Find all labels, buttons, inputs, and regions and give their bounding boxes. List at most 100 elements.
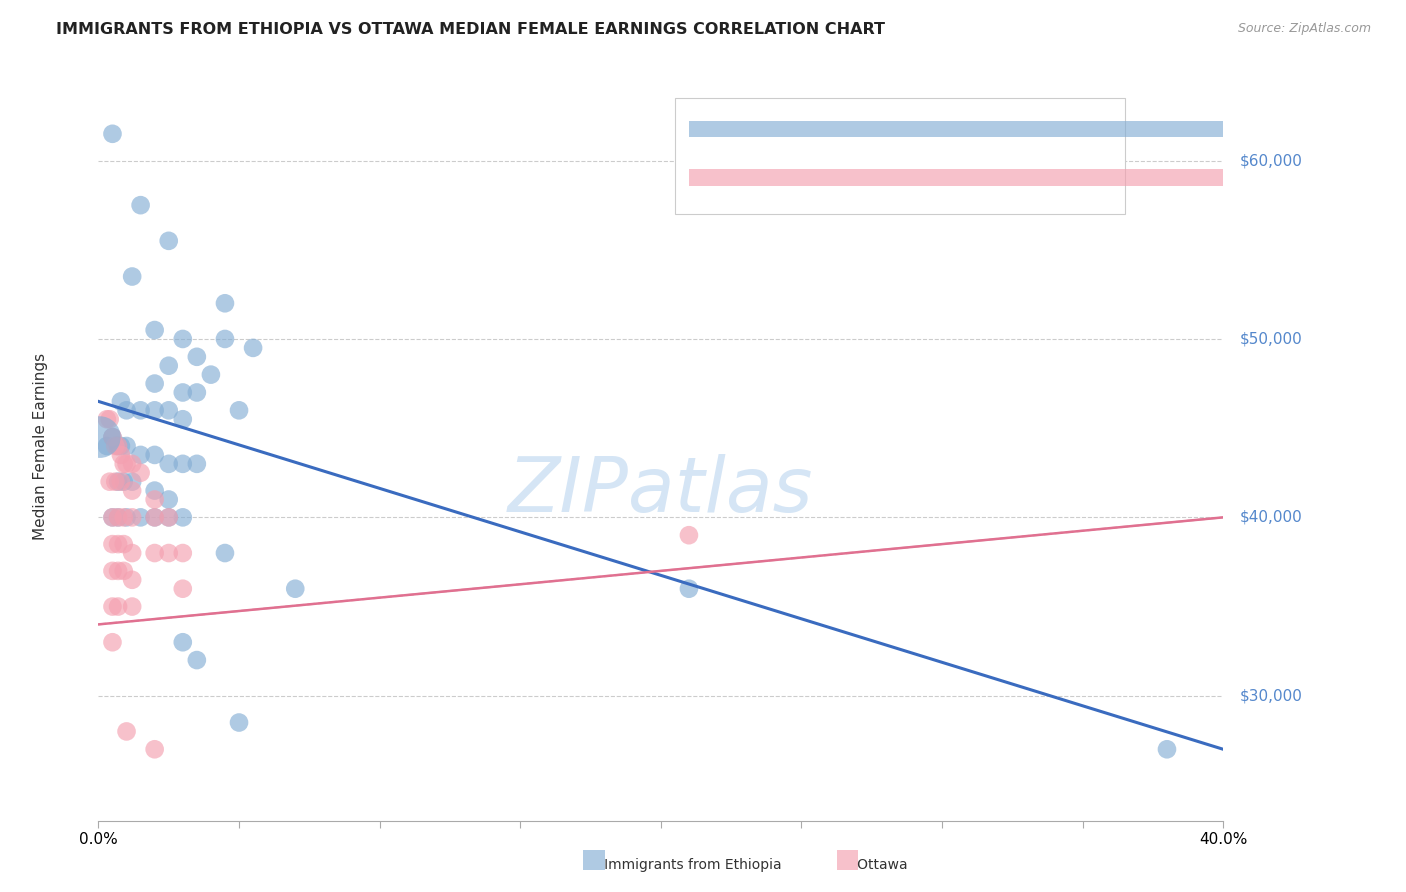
Text: Source: ZipAtlas.com: Source: ZipAtlas.com	[1237, 22, 1371, 36]
Point	[157, 403, 180, 417]
Point	[143, 483, 166, 498]
Point	[121, 510, 143, 524]
Point	[157, 234, 180, 248]
Point	[107, 564, 129, 578]
Point	[186, 653, 208, 667]
Point	[186, 350, 208, 364]
Point	[96, 412, 118, 426]
Point	[678, 582, 700, 596]
Point	[143, 376, 166, 391]
Point	[121, 546, 143, 560]
Point	[115, 439, 138, 453]
Point	[186, 457, 208, 471]
Point	[121, 483, 143, 498]
Point	[129, 198, 152, 212]
Bar	[837, 850, 858, 870]
Point	[101, 510, 124, 524]
Point	[121, 573, 143, 587]
Point	[143, 403, 166, 417]
Point	[107, 510, 129, 524]
Bar	[583, 850, 605, 870]
Point	[157, 457, 180, 471]
Point	[200, 368, 222, 382]
Point	[101, 510, 124, 524]
Point	[112, 510, 135, 524]
Point	[214, 296, 236, 310]
Point	[107, 439, 129, 453]
Point	[143, 546, 166, 560]
Text: IMMIGRANTS FROM ETHIOPIA VS OTTAWA MEDIAN FEMALE EARNINGS CORRELATION CHART: IMMIGRANTS FROM ETHIOPIA VS OTTAWA MEDIA…	[56, 22, 886, 37]
Point	[115, 457, 138, 471]
Text: Median Female Earnings: Median Female Earnings	[32, 352, 48, 540]
Point	[101, 537, 124, 551]
Text: ZIPatlas: ZIPatlas	[508, 454, 814, 527]
Point	[143, 510, 166, 524]
Text: Immigrants from Ethiopia: Immigrants from Ethiopia	[591, 858, 782, 872]
Point	[107, 537, 129, 551]
Point	[107, 599, 129, 614]
Point	[143, 510, 166, 524]
Point	[112, 564, 135, 578]
FancyBboxPatch shape	[689, 121, 1406, 137]
Point	[96, 439, 118, 453]
Point	[157, 359, 180, 373]
Point	[242, 341, 264, 355]
FancyBboxPatch shape	[689, 169, 1406, 186]
Point	[186, 385, 208, 400]
Point	[115, 724, 138, 739]
Point	[129, 403, 152, 417]
Point	[172, 546, 194, 560]
Point	[121, 457, 143, 471]
Point	[143, 448, 166, 462]
Point	[101, 430, 124, 444]
Text: Ottawa: Ottawa	[844, 858, 907, 872]
Text: $40,000: $40,000	[1240, 510, 1303, 524]
Point	[172, 582, 194, 596]
Point	[107, 475, 129, 489]
Point	[129, 510, 152, 524]
Point	[112, 537, 135, 551]
Point	[110, 448, 132, 462]
Point	[101, 127, 124, 141]
Point	[228, 403, 250, 417]
Point	[228, 715, 250, 730]
Text: $30,000: $30,000	[1240, 689, 1303, 703]
Point	[143, 742, 166, 756]
Point	[172, 332, 194, 346]
Point	[129, 466, 152, 480]
Point	[115, 403, 138, 417]
Point	[172, 412, 194, 426]
Point	[101, 564, 124, 578]
Point	[157, 492, 180, 507]
Point	[172, 510, 194, 524]
Point	[172, 385, 194, 400]
FancyBboxPatch shape	[675, 98, 1125, 214]
Point	[284, 582, 307, 596]
Text: $60,000: $60,000	[1240, 153, 1303, 168]
Point	[678, 528, 700, 542]
Point	[98, 475, 121, 489]
Point	[143, 492, 166, 507]
Point	[89, 430, 111, 444]
Point	[121, 475, 143, 489]
Point	[107, 439, 129, 453]
Point	[110, 394, 132, 409]
Point	[157, 546, 180, 560]
Point	[172, 635, 194, 649]
Point	[157, 510, 180, 524]
Point	[104, 475, 127, 489]
Point	[107, 510, 129, 524]
Point	[129, 448, 152, 462]
Point	[172, 457, 194, 471]
Point	[112, 475, 135, 489]
Point	[110, 475, 132, 489]
Point	[98, 412, 121, 426]
Point	[121, 269, 143, 284]
Text: $50,000: $50,000	[1240, 332, 1303, 346]
Point	[101, 599, 124, 614]
Point	[112, 457, 135, 471]
Point	[104, 439, 127, 453]
Point	[121, 599, 143, 614]
Point	[157, 510, 180, 524]
Point	[214, 546, 236, 560]
